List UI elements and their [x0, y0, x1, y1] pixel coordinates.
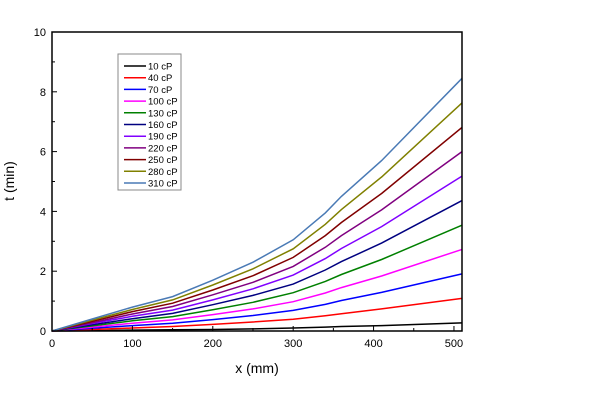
legend-label: 190 cP	[148, 132, 178, 143]
legend-label: 310 cP	[148, 179, 178, 190]
series-layer	[51, 77, 463, 332]
series-line-40-cp	[51, 297, 463, 332]
legend-label: 130 cP	[148, 108, 178, 119]
x-tick-label: 200	[204, 338, 222, 350]
x-axis-label: x (mm)	[235, 360, 279, 376]
legend-label: 220 cP	[148, 143, 178, 154]
y-axis-label: t (min)	[1, 161, 17, 201]
x-tick-label: 0	[49, 338, 55, 350]
y-tick-label: 10	[34, 27, 46, 39]
y-tick-label: 4	[40, 206, 46, 218]
legend-label: 160 cP	[148, 120, 178, 131]
series-line-160-cp	[51, 199, 463, 332]
series-line-310-cp	[51, 77, 463, 332]
series-line-220-cp	[51, 150, 463, 332]
legend-box	[117, 53, 182, 191]
y-tick-label: 8	[40, 87, 46, 99]
y-tick-label: 0	[40, 326, 46, 338]
legend-label: 10 cP	[148, 62, 172, 73]
x-tick-label: 300	[284, 338, 302, 350]
legend-label: 100 cP	[148, 97, 178, 108]
axis-ticks: 0 100 200 300 400 500 0 2 4 6 8 10	[34, 27, 463, 350]
series-line-280-cp	[51, 102, 463, 332]
y-tick-label: 2	[40, 266, 46, 278]
plot-frame	[51, 31, 463, 332]
y-tick-label: 6	[40, 147, 46, 159]
legend-label: 280 cP	[148, 167, 178, 178]
x-tick-label: 500	[445, 338, 463, 350]
series-line-250-cp	[51, 126, 463, 332]
x-tick-label: 400	[364, 338, 382, 350]
series-line-70-cp	[51, 273, 463, 332]
legend-label: 70 cP	[148, 85, 172, 96]
x-tick-label: 100	[123, 338, 141, 350]
series-line-130-cp	[51, 224, 463, 332]
legend-label: 40 cP	[148, 73, 172, 84]
series-line-100-cp	[51, 248, 463, 332]
legend-label: 250 cP	[148, 155, 178, 166]
series-line-190-cp	[51, 175, 463, 332]
